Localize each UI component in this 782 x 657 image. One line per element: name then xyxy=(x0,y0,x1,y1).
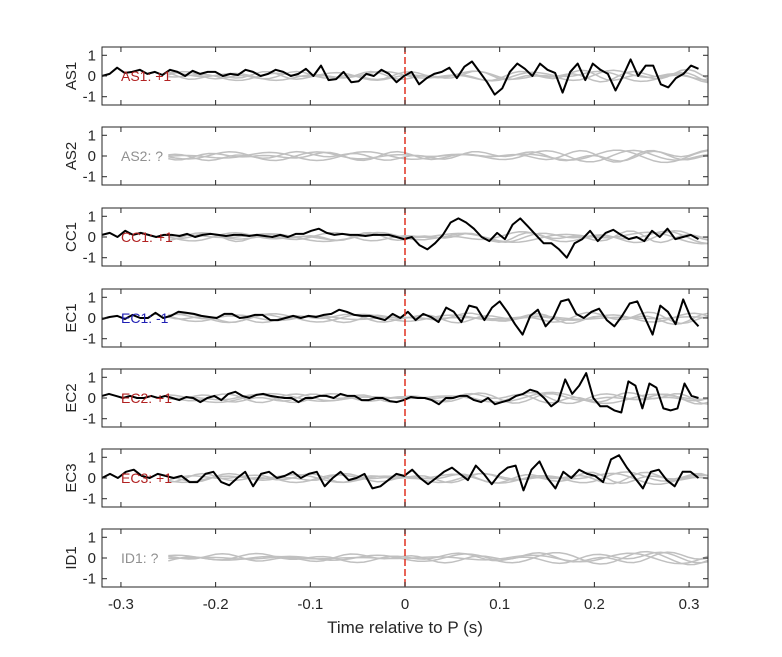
x-tick-label: 0.2 xyxy=(584,596,605,613)
x-tick-label: -0.1 xyxy=(297,596,323,613)
reference-trace xyxy=(168,149,709,163)
x-tick-label: 0 xyxy=(401,596,409,613)
y-tick-label: 0 xyxy=(88,229,96,246)
reference-trace xyxy=(168,229,709,244)
reference-trace xyxy=(168,392,709,405)
x-tick-label: -0.3 xyxy=(108,596,134,613)
y-tick-label: 1 xyxy=(88,47,96,64)
y-tick-label: 1 xyxy=(88,127,96,144)
y-tick-label: -1 xyxy=(83,89,96,106)
y-axis-label: AS2 xyxy=(63,142,80,170)
polarity-label: CC1: +1 xyxy=(121,229,173,245)
y-tick-label: -1 xyxy=(83,571,96,588)
x-tick-label: -0.2 xyxy=(203,596,229,613)
polarity-label: EC2: +1 xyxy=(121,390,172,406)
observed-trace xyxy=(101,372,699,414)
y-tick-label: -1 xyxy=(83,169,96,186)
y-tick-label: 1 xyxy=(88,208,96,225)
y-tick-label: 1 xyxy=(88,289,96,306)
x-axis-label: Time relative to P (s) xyxy=(327,618,483,637)
polarity-label: AS2: ? xyxy=(121,148,163,164)
y-tick-label: 0 xyxy=(88,310,96,327)
y-axis-label: AS1 xyxy=(63,62,80,90)
observed-trace xyxy=(101,454,700,492)
polarity-label: EC1: -1 xyxy=(121,310,169,326)
observed-trace xyxy=(101,298,700,336)
polarity-label: ID1: ? xyxy=(121,550,159,566)
observed-trace xyxy=(101,217,699,259)
y-axis-label: ID1 xyxy=(63,546,80,569)
reference-trace xyxy=(168,552,709,565)
y-axis-label: EC2 xyxy=(63,383,80,412)
y-tick-label: 0 xyxy=(88,470,96,487)
y-tick-label: -1 xyxy=(83,491,96,508)
y-tick-label: 1 xyxy=(88,529,96,546)
y-tick-label: -1 xyxy=(83,250,96,267)
y-tick-label: 0 xyxy=(88,550,96,567)
x-tick-label: 0.1 xyxy=(489,596,510,613)
polarity-label: AS1: +1 xyxy=(121,68,171,84)
reference-trace xyxy=(168,550,709,566)
y-tick-label: -1 xyxy=(83,411,96,428)
y-tick-label: 0 xyxy=(88,148,96,165)
y-axis-label: EC1 xyxy=(63,303,80,332)
observed-trace xyxy=(101,58,699,96)
y-tick-label: 1 xyxy=(88,449,96,466)
y-axis-label: EC3 xyxy=(63,463,80,492)
y-tick-label: 1 xyxy=(88,369,96,386)
x-tick-label: 0.3 xyxy=(679,596,700,613)
y-tick-label: 0 xyxy=(88,68,96,85)
y-tick-label: 0 xyxy=(88,390,96,407)
reference-trace xyxy=(168,69,709,84)
y-tick-label: -1 xyxy=(83,331,96,348)
polarity-label: EC3: +1 xyxy=(121,470,172,486)
y-axis-label: CC1 xyxy=(63,222,80,252)
reference-trace xyxy=(168,471,709,484)
